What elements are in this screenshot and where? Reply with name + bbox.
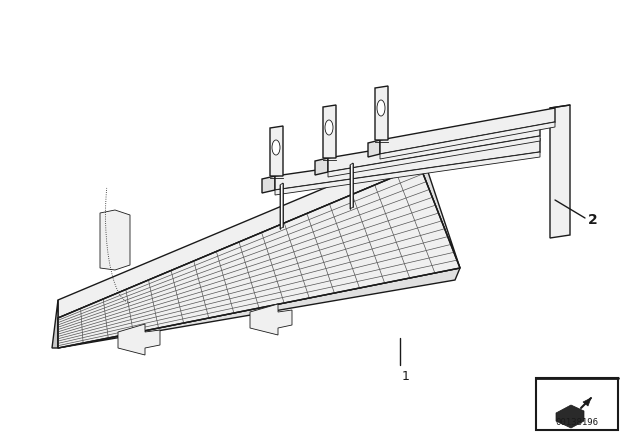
- Polygon shape: [380, 108, 555, 154]
- Polygon shape: [100, 210, 130, 270]
- Polygon shape: [262, 176, 275, 193]
- Polygon shape: [536, 378, 618, 430]
- Polygon shape: [315, 158, 328, 175]
- Polygon shape: [550, 105, 570, 238]
- Polygon shape: [58, 148, 420, 318]
- Text: 1: 1: [402, 370, 410, 383]
- Polygon shape: [58, 268, 460, 348]
- Ellipse shape: [272, 140, 280, 155]
- Polygon shape: [275, 152, 540, 195]
- Polygon shape: [350, 163, 353, 209]
- Polygon shape: [420, 148, 460, 268]
- Polygon shape: [275, 138, 540, 190]
- Polygon shape: [328, 122, 540, 172]
- Polygon shape: [328, 136, 540, 177]
- Polygon shape: [52, 300, 58, 348]
- Text: 00138196: 00138196: [556, 418, 598, 427]
- Polygon shape: [323, 105, 336, 158]
- Polygon shape: [270, 126, 283, 176]
- Ellipse shape: [325, 120, 333, 135]
- Polygon shape: [583, 398, 591, 406]
- Polygon shape: [375, 86, 388, 140]
- Polygon shape: [368, 140, 380, 157]
- Ellipse shape: [377, 100, 385, 116]
- Polygon shape: [118, 324, 160, 355]
- Polygon shape: [280, 183, 283, 229]
- Polygon shape: [250, 304, 292, 335]
- Polygon shape: [380, 122, 555, 159]
- Text: 2: 2: [588, 213, 598, 227]
- Polygon shape: [556, 405, 584, 428]
- Polygon shape: [58, 166, 460, 348]
